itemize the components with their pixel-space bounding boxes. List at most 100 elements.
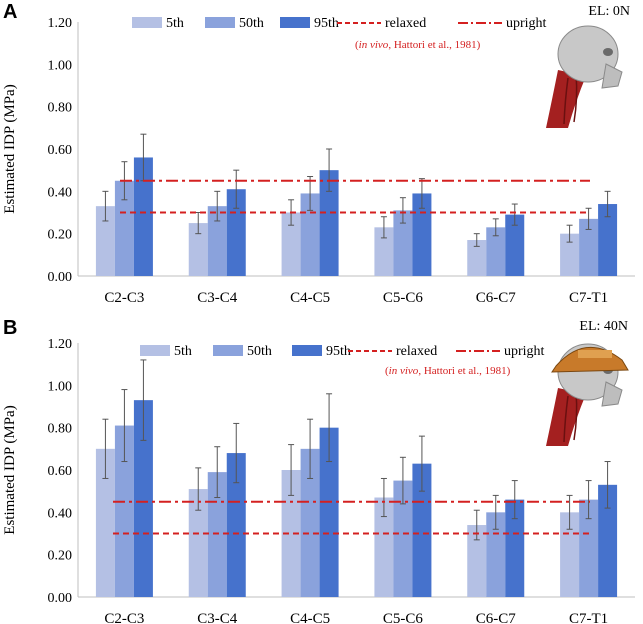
x-tick-label: C5-C6: [383, 611, 424, 624]
legend-label-upright: upright: [506, 16, 547, 31]
y-tick-label: 0.00: [48, 591, 73, 606]
y-tick-label: 1.00: [48, 379, 73, 394]
legend-swatch-50th: [205, 17, 235, 28]
skull: [557, 25, 619, 83]
bar-50th-c2-c3: [114, 180, 134, 276]
bar-50th-c2-c3: [114, 425, 134, 597]
y-tick-label: 0.40: [48, 506, 73, 521]
jaw: [601, 381, 623, 407]
legend-label-50th: 50th: [239, 16, 264, 31]
y-tick-label: 0.20: [48, 228, 73, 243]
y-tick-label: 1.20: [48, 16, 73, 31]
bar-50th-c3-c4: [207, 472, 227, 597]
x-tick-label: C6-C7: [476, 290, 517, 306]
bar-95th-c3-c4: [226, 453, 246, 597]
citation-note: (in vivo, Hattori et al., 1981): [385, 365, 511, 377]
x-tick-label: C5-C6: [383, 290, 424, 306]
bar-95th-c6-c7: [505, 214, 525, 276]
bar-95th-c7-t1: [598, 484, 618, 597]
helmet-visor: [578, 350, 612, 358]
legend-swatch-95th: [280, 17, 310, 28]
bar-95th-c4-c5: [319, 170, 339, 276]
bar-5th-c6-c7: [467, 525, 487, 597]
legend-label-relaxed: relaxed: [385, 16, 426, 31]
bar-5th-c5-c6: [374, 497, 394, 597]
bar-50th-c7-t1: [579, 218, 599, 276]
bar-95th-c6-c7: [505, 499, 525, 597]
bar-50th-c7-t1: [579, 499, 599, 597]
y-tick-label: 0.60: [48, 464, 73, 479]
bar-5th-c3-c4: [188, 223, 208, 276]
panel-a: A 0.00 0.20 0.40 0.60 0.80 1.00 1.20 Estimated I…: [2, 1, 635, 306]
bar-50th-c6-c7: [486, 227, 506, 276]
y-axis-label: Estimated IDP (MPa): [2, 84, 18, 213]
x-tick-label: C2-C3: [104, 290, 144, 306]
x-tick-label: C3-C4: [197, 290, 238, 306]
y-tick-label: 0.00: [48, 270, 73, 285]
bar-95th-c5-c6: [412, 463, 432, 597]
y-tick-label: 0.20: [48, 549, 73, 564]
bar-5th-c5-c6: [374, 227, 394, 276]
legend-swatch-5th: [140, 345, 170, 356]
x-tick-label: C4-C5: [290, 611, 330, 624]
citation-prefix: (: [355, 39, 359, 51]
bar-50th-c5-c6: [393, 210, 413, 276]
panel-b: B 0.00 0.20 0.40 0.60 0.80 1.00 1.20 Estimated I…: [2, 317, 635, 624]
bar-5th-c6-c7: [467, 240, 487, 276]
legend-label-5th: 5th: [166, 16, 184, 31]
load-label: EL: 40N: [579, 319, 628, 334]
jaw: [601, 63, 623, 89]
citation-rest: , Hattori et al., 1981): [418, 365, 510, 377]
bar-95th-c2-c3: [133, 400, 153, 597]
bar-5th-c2-c3: [95, 206, 115, 276]
legend-label-upright: upright: [504, 344, 545, 359]
x-tick-label: C7-T1: [569, 290, 608, 306]
neck-muscle-fiber: [563, 77, 569, 125]
x-tick-label: C4-C5: [290, 290, 330, 306]
bar-50th-c4-c5: [300, 193, 320, 276]
x-tick-label: C3-C4: [197, 611, 238, 624]
bar-50th-c4-c5: [300, 448, 320, 597]
legend-swatch-5th: [132, 17, 162, 28]
neck-muscle-fiber: [563, 395, 569, 443]
bar-50th-c3-c4: [207, 206, 227, 276]
citation-note: (in vivo, Hattori et al., 1981): [355, 39, 481, 51]
y-tick-label: 1.20: [48, 337, 73, 352]
x-tick-label: C7-T1: [569, 611, 608, 624]
citation-italic: in vivo: [389, 365, 419, 377]
legend-label-relaxed: relaxed: [396, 344, 437, 359]
citation-prefix: (: [385, 365, 389, 377]
bar-50th-c5-c6: [393, 480, 413, 597]
bar-95th-c4-c5: [319, 427, 339, 597]
panel-letter: A: [3, 1, 17, 23]
legend-label-95th: 95th: [314, 16, 339, 31]
y-tick-label: 0.40: [48, 185, 73, 200]
legend-swatch-50th: [213, 345, 243, 356]
y-tick-label: 1.00: [48, 58, 73, 73]
y-tick-label: 0.80: [48, 422, 73, 437]
bar-5th-c2-c3: [95, 448, 115, 597]
bar-95th-c5-c6: [412, 193, 432, 276]
bar-95th-c7-t1: [598, 204, 618, 276]
citation-italic: in vivo: [359, 39, 389, 51]
bar-5th-c4-c5: [281, 470, 301, 597]
x-tick-label: C6-C7: [476, 611, 517, 624]
bar-95th-c3-c4: [226, 189, 246, 276]
y-tick-label: 0.80: [48, 101, 73, 116]
bar-5th-c4-c5: [281, 212, 301, 276]
legend-label-5th: 5th: [174, 344, 192, 359]
legend-swatch-95th: [292, 345, 322, 356]
bar-5th-c7-t1: [560, 233, 580, 276]
x-tick-label: C2-C3: [104, 611, 144, 624]
head-neck-model-illustration: [546, 25, 623, 128]
head-neck-helmet-model-illustration: [546, 343, 629, 446]
y-tick-label: 0.60: [48, 143, 73, 158]
bar-5th-c3-c4: [188, 489, 208, 597]
bar-50th-c6-c7: [486, 512, 506, 597]
citation-rest: , Hattori et al., 1981): [388, 39, 480, 51]
panel-letter: B: [3, 317, 17, 339]
load-label: EL: 0N: [588, 4, 630, 19]
bar-95th-c2-c3: [133, 157, 153, 276]
legend-label-95th: 95th: [326, 344, 351, 359]
